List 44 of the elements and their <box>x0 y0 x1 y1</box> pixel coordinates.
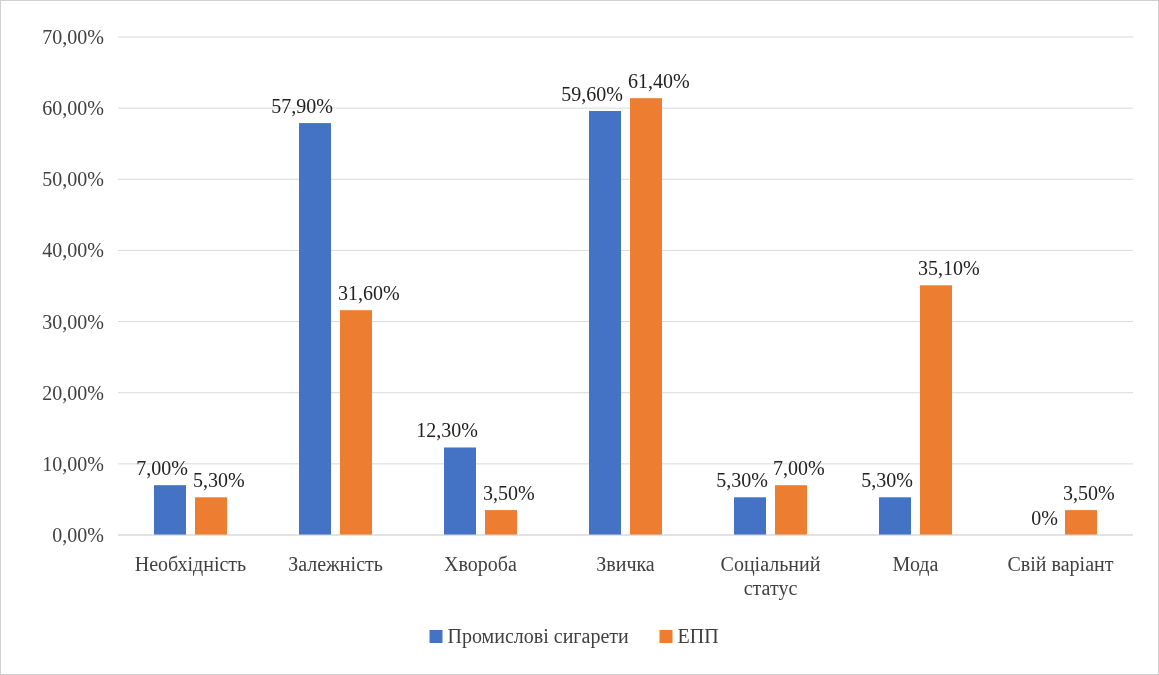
bar <box>630 98 662 535</box>
y-tick-label: 10,00% <box>42 452 104 475</box>
x-tick-label: Звичка <box>596 553 655 575</box>
bar <box>589 110 621 535</box>
y-tick-label: 70,00% <box>42 26 104 48</box>
y-tick-label: 50,00% <box>42 168 104 191</box>
x-tick-label: Соціальний статус <box>720 553 821 600</box>
data-label: 5,30% <box>861 469 913 492</box>
x-tick-label: Залежність <box>288 553 383 575</box>
data-label: 0% <box>1031 507 1058 529</box>
x-tick-label: Необхідність <box>134 553 247 576</box>
bar <box>299 123 331 535</box>
bar <box>1065 510 1097 535</box>
data-label: 61,40% <box>628 70 690 93</box>
x-tick-label: Хвороба <box>444 553 518 576</box>
x-tick-label: Свій варіант <box>1007 553 1114 576</box>
y-tick-label: 30,00% <box>42 310 104 333</box>
data-label: 35,10% <box>918 257 980 280</box>
bar <box>920 285 952 535</box>
data-label: 12,30% <box>416 419 478 442</box>
bar <box>734 497 766 535</box>
data-label: 5,30% <box>716 469 768 492</box>
y-tick-label: 60,00% <box>42 97 104 120</box>
data-label: 57,90% <box>271 95 333 118</box>
bar <box>485 510 517 535</box>
data-label: 7,00% <box>773 457 825 480</box>
bar <box>879 497 911 535</box>
x-tick-label: Мода <box>892 553 939 576</box>
y-tick-label: 40,00% <box>42 239 104 262</box>
bar <box>775 485 807 535</box>
legend-label: ЕПП <box>677 625 719 647</box>
data-label: 3,50% <box>483 482 535 505</box>
bar <box>444 447 476 535</box>
data-label: 59,60% <box>561 82 623 105</box>
y-tick-label: 20,00% <box>42 381 104 404</box>
legend-label: Промислові сигарети <box>447 625 630 648</box>
bar <box>195 497 227 535</box>
bar <box>154 485 186 535</box>
data-label: 31,60% <box>338 282 400 305</box>
bar <box>340 310 372 535</box>
data-label: 5,30% <box>193 469 245 492</box>
data-label: 7,00% <box>136 457 188 480</box>
y-tick-label: 0,00% <box>52 524 104 546</box>
data-label: 3,50% <box>1063 482 1115 505</box>
